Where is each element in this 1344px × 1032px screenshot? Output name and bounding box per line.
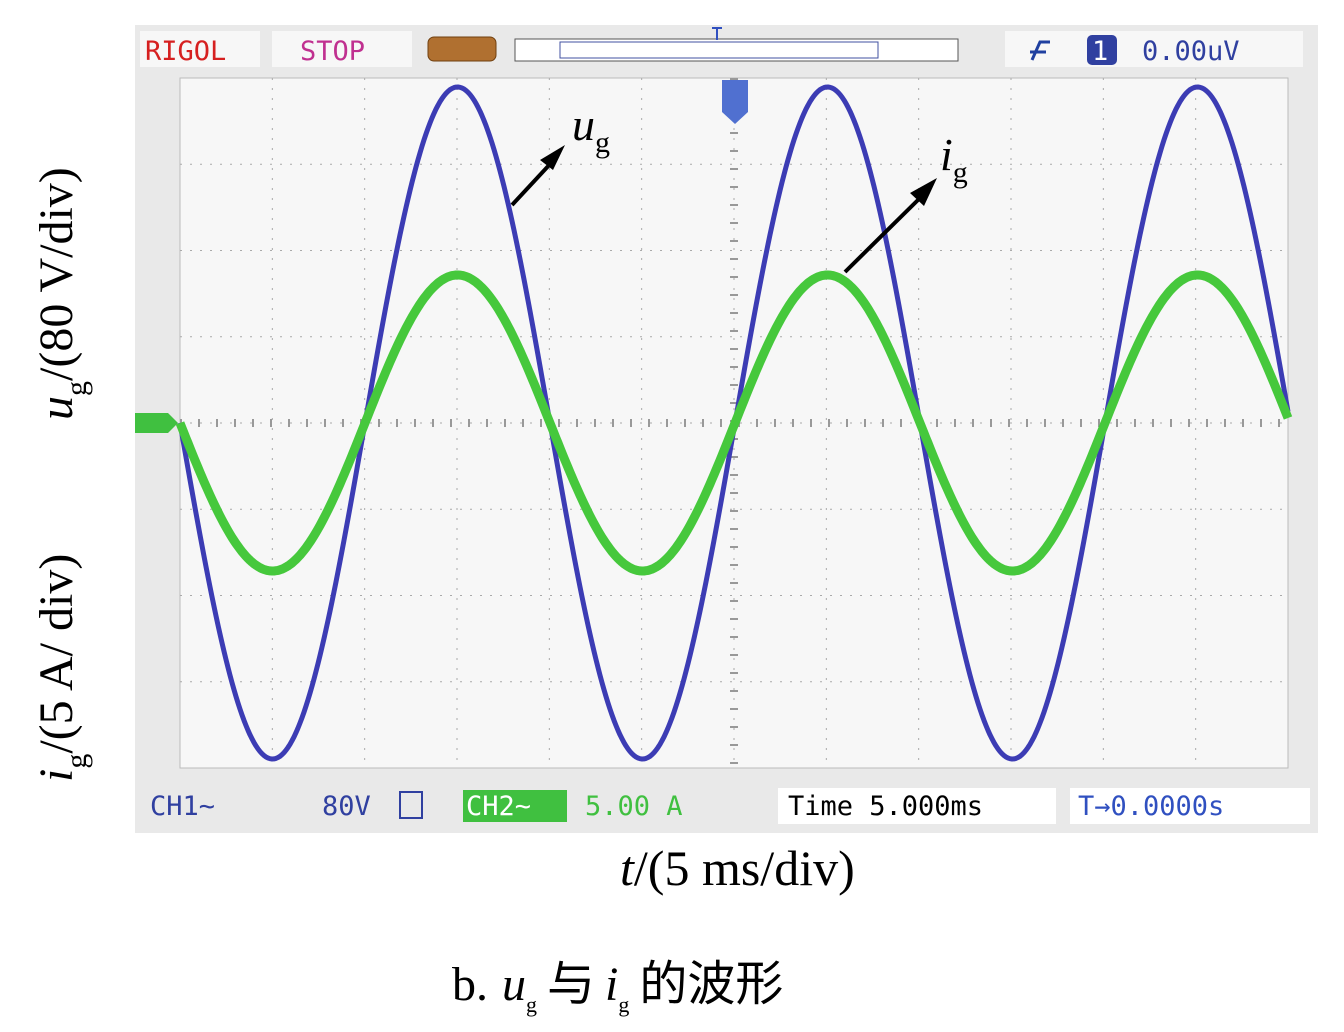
var: u [30, 396, 83, 420]
var: i [30, 769, 83, 782]
timebase: Time 5.000ms [788, 791, 983, 822]
brand: RIGOL [145, 36, 226, 67]
annotation-ig: ig [940, 129, 968, 189]
ch2-scale: 5.00 A [585, 791, 683, 822]
y-label-upper: ug/(80 V/div) [30, 167, 93, 420]
text: 的波形 [639, 956, 783, 1012]
sub: g [60, 754, 93, 769]
trigger-offset: T→0.0000s [1078, 791, 1224, 822]
ch2-badge [463, 790, 567, 822]
ch1-label: CH1~ [150, 791, 215, 822]
x-label: t/(5 ms/div) [620, 840, 855, 896]
sub: g [618, 992, 629, 1017]
current-wave [175, 270, 1293, 576]
bw-icon [399, 791, 423, 819]
prefix: b. [452, 958, 488, 1011]
header-box [140, 31, 260, 67]
status: STOP [300, 36, 365, 67]
channel-badge [1087, 35, 1117, 65]
var: t [620, 840, 635, 896]
memory-bar [514, 38, 959, 62]
ground-marker [135, 413, 178, 433]
text: 与 [547, 956, 595, 1012]
memory-window [559, 41, 879, 59]
unit: /(80 V/div) [30, 167, 83, 381]
trigger-pos [712, 27, 722, 40]
arrow [843, 196, 922, 274]
footer-box [1070, 788, 1310, 824]
var: i [605, 958, 618, 1011]
arrow [510, 160, 554, 207]
memory-icon [427, 36, 497, 62]
unit: /(5 A/ div) [30, 554, 83, 754]
trigger-level: 0.00uV [1142, 36, 1240, 67]
waveforms [175, 84, 1293, 762]
var: u [502, 958, 526, 1011]
sub: g [60, 381, 93, 396]
var: i [940, 129, 953, 180]
ch2-label: CH2~ [466, 791, 531, 822]
annotation-ug: ug [572, 99, 610, 159]
footer-box [778, 788, 1056, 824]
annotation-arrows [510, 160, 922, 274]
caption: b. ug 与 ig 的波形 [452, 956, 783, 1017]
ch1-scale: 80V [322, 791, 371, 822]
trigger-channel: 1 [1092, 36, 1108, 67]
unit: /(5 ms/div) [634, 840, 855, 896]
y-label-lower: ig/(5 A/ div) [30, 554, 93, 782]
sub: g [953, 156, 968, 189]
sub: g [595, 126, 610, 159]
header-box [272, 31, 412, 67]
trigger-marker [722, 80, 748, 124]
header-box [1005, 31, 1303, 67]
var: u [572, 99, 595, 150]
edge-icon [1030, 40, 1050, 61]
sub: g [526, 992, 537, 1017]
